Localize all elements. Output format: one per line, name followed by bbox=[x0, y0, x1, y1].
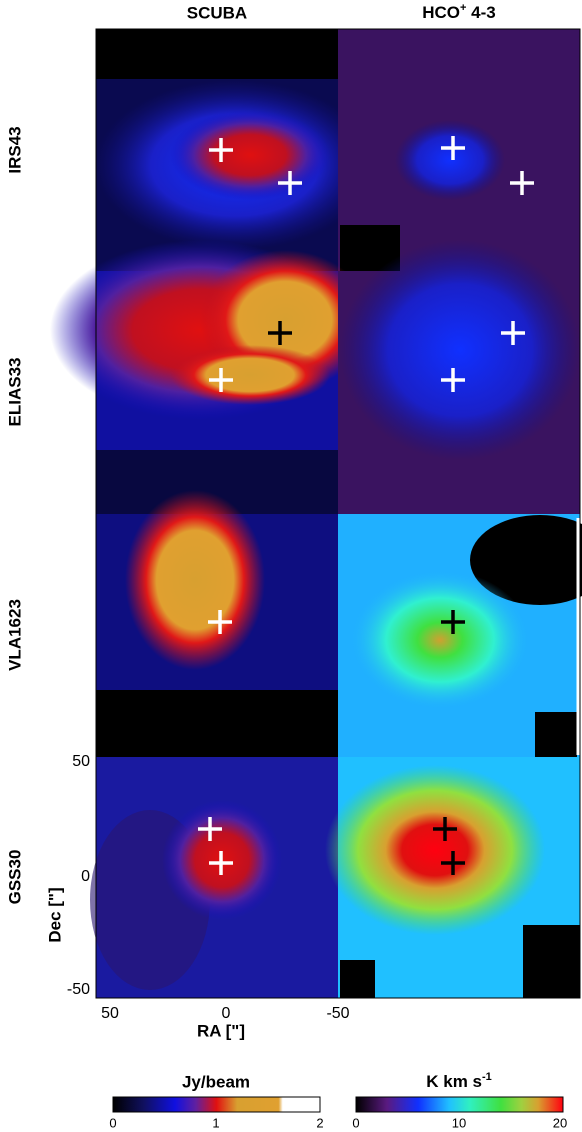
y-tick-label: -50 bbox=[67, 981, 90, 998]
map-region bbox=[125, 490, 265, 670]
map-region bbox=[96, 29, 338, 79]
title-part: HCO bbox=[422, 3, 460, 22]
map-region bbox=[325, 765, 545, 935]
x-axis-label: RA ["] bbox=[197, 1021, 245, 1040]
x-tick-label: 50 bbox=[101, 1005, 119, 1022]
map-region bbox=[170, 110, 330, 200]
map-region bbox=[170, 345, 330, 405]
title-sup: + bbox=[460, 2, 466, 14]
title-part: 4-3 bbox=[466, 3, 495, 22]
map-region bbox=[340, 960, 375, 998]
source-marker bbox=[433, 817, 457, 841]
row-label: ELIAS33 bbox=[5, 358, 24, 427]
source-marker bbox=[209, 851, 233, 875]
colorbar-scale bbox=[355, 1096, 564, 1113]
column-title: HCO+ 4-3 bbox=[422, 2, 496, 23]
colorbar-tick: 10 bbox=[452, 1115, 466, 1130]
map-region bbox=[470, 515, 582, 605]
source-marker bbox=[441, 851, 465, 875]
source-marker bbox=[209, 138, 233, 162]
source-marker bbox=[198, 817, 222, 841]
source-marker bbox=[278, 171, 302, 195]
panels bbox=[50, 28, 582, 999]
map-region bbox=[340, 240, 580, 460]
map-region bbox=[395, 120, 505, 200]
map-region bbox=[96, 690, 338, 757]
label-sup: -1 bbox=[482, 1071, 492, 1083]
source-marker bbox=[501, 321, 525, 345]
colorbar-tick: 0 bbox=[352, 1115, 359, 1130]
colorbar-tick: 0 bbox=[109, 1115, 116, 1130]
source-marker bbox=[209, 368, 233, 392]
map-region bbox=[535, 712, 577, 757]
source-marker bbox=[441, 368, 465, 392]
row-label: IRS43 bbox=[5, 126, 24, 173]
y-axis-label: Dec ["] bbox=[45, 887, 64, 942]
colorbar-tick: 2 bbox=[316, 1115, 323, 1130]
row-label: GSS30 bbox=[5, 850, 24, 905]
colorbar-scale bbox=[112, 1096, 321, 1113]
source-marker bbox=[510, 171, 534, 195]
source-marker bbox=[268, 321, 292, 345]
map-region bbox=[350, 570, 530, 710]
y-tick-label: 0 bbox=[81, 868, 90, 885]
frame bbox=[95, 28, 581, 999]
source-marker bbox=[441, 136, 465, 160]
y-tick-label: 50 bbox=[72, 753, 90, 770]
colorbar-label: Jy/beam bbox=[182, 1072, 250, 1091]
column-title: SCUBA bbox=[187, 3, 247, 22]
source-marker bbox=[441, 610, 465, 634]
x-tick-label: -50 bbox=[326, 1005, 349, 1022]
colorbar: Jy/beam 0 1 2 bbox=[109, 1072, 323, 1130]
source-marker bbox=[208, 610, 232, 634]
colorbar-tick: 1 bbox=[212, 1115, 219, 1130]
label-part: K km s bbox=[426, 1072, 482, 1091]
row-label: VLA1623 bbox=[5, 599, 24, 671]
crosses bbox=[198, 136, 534, 875]
colorbar: K km s-1 0 10 20 bbox=[352, 1071, 567, 1131]
colorbar-tick: 20 bbox=[553, 1115, 567, 1130]
colorbar-label: K km s-1 bbox=[426, 1071, 492, 1092]
map-region bbox=[523, 925, 580, 998]
x-tick-label: 0 bbox=[222, 1005, 231, 1022]
